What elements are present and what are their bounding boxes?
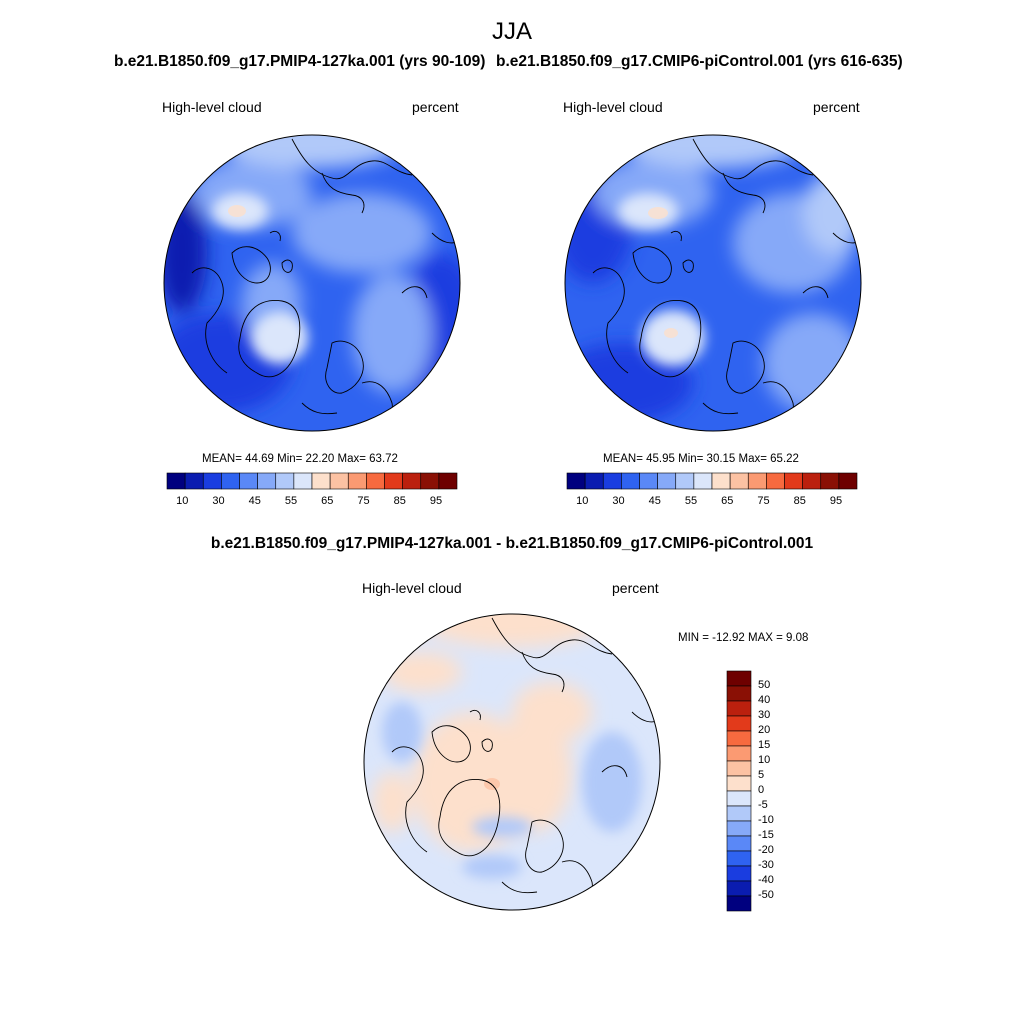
left-colorbar-swatch — [257, 472, 277, 490]
right-colorbar-swatch — [675, 472, 695, 490]
diff-colorbar-tick: 10 — [758, 754, 771, 766]
panels-left-colorbar_ticks-tick: 75 — [357, 495, 370, 507]
left-stats: MEAN= 44.69 Min= 22.20 Max= 63.72 — [202, 453, 398, 465]
diff-colorbar-swatch — [726, 760, 752, 777]
panels-left-colorbar_ticks-tick: 45 — [248, 495, 261, 507]
left-polar-map — [163, 134, 461, 432]
left-colorbar-swatch — [420, 472, 440, 490]
diff-colorbar-tick: 5 — [758, 769, 765, 781]
diff-colorbar-swatch — [726, 685, 752, 702]
diff-colorbar-swatch — [726, 835, 752, 852]
right-colorbar-swatch — [747, 472, 767, 490]
right-colorbar-swatch — [602, 472, 622, 490]
right-colorbar-swatch — [657, 472, 677, 490]
left-units-label: percent — [412, 99, 459, 115]
panels-right-colorbar_ticks-tick: 10 — [576, 495, 589, 507]
right-units-label: percent — [813, 99, 860, 115]
right-colorbar-swatch — [820, 472, 840, 490]
right-colorbar-swatch — [784, 472, 803, 490]
diff-colorbar-swatch — [726, 820, 752, 837]
right-colorbar-swatch — [693, 472, 713, 490]
diff-colorbar-tick: 15 — [758, 739, 771, 751]
right-field-label: High-level cloud — [563, 99, 663, 115]
right-panel-title: b.e21.B1850.f09_g17.CMIP6-piControl.001 … — [496, 53, 903, 70]
left-colorbar — [166, 472, 458, 490]
diff-colorbar-tick: -5 — [758, 799, 768, 811]
right-colorbar — [566, 472, 858, 490]
diff-colorbar-swatch — [726, 850, 752, 867]
diff-colorbar-tick: 40 — [758, 694, 771, 706]
panels-right-colorbar_ticks-tick: 30 — [612, 495, 625, 507]
left-colorbar-swatch — [366, 472, 385, 490]
diff-colorbar-tick: 30 — [758, 709, 771, 721]
diff-colorbar — [726, 670, 752, 912]
diff-colorbar-swatch — [726, 715, 752, 732]
right-colorbar-swatch — [711, 472, 731, 490]
left-colorbar-swatch — [184, 472, 204, 490]
left-colorbar-swatch — [293, 472, 313, 490]
right-colorbar-swatch — [838, 472, 858, 490]
diff-colorbar-tick: -30 — [758, 859, 774, 871]
left-colorbar-swatch — [438, 472, 458, 490]
left-colorbar-swatch — [402, 472, 422, 490]
panels-right-colorbar_ticks-tick: 65 — [721, 495, 734, 507]
panels-right-colorbar_ticks-tick: 45 — [648, 495, 661, 507]
left-colorbar-swatch — [166, 472, 186, 490]
left-colorbar-swatch — [239, 472, 258, 490]
left-colorbar-swatch — [329, 472, 349, 490]
diff-colorbar-swatch — [726, 670, 752, 687]
panels-right-colorbar_ticks-tick: 95 — [829, 495, 843, 507]
diff-colorbar-swatch — [726, 895, 752, 912]
diff-colorbar-swatch — [726, 730, 752, 747]
left-colorbar-swatch — [311, 472, 331, 490]
right-colorbar-swatch — [621, 472, 640, 490]
panels-left-colorbar_ticks-tick: 10 — [176, 495, 189, 507]
panels-right-colorbar_ticks-tick: 55 — [684, 495, 698, 507]
right-colorbar-swatch — [639, 472, 658, 490]
left-colorbar-swatch — [384, 472, 403, 490]
panels-left-colorbar_ticks-tick: 95 — [429, 495, 443, 507]
left-colorbar-swatch — [221, 472, 240, 490]
left-colorbar-swatch — [347, 472, 367, 490]
right-colorbar-swatch — [766, 472, 785, 490]
diff-units-label: percent — [612, 580, 659, 596]
diff-colorbar-tick: 20 — [758, 724, 771, 736]
panels-left-colorbar_ticks-tick: 30 — [212, 495, 225, 507]
diff-colorbar-swatch — [726, 880, 752, 897]
diff-polar-map — [363, 613, 661, 911]
left-colorbar-swatch — [202, 472, 222, 490]
diff-colorbar-swatch — [726, 775, 752, 792]
diff-colorbar-swatch — [726, 805, 752, 822]
diff-stats: MIN = -12.92 MAX = 9.08 — [678, 632, 809, 644]
right-colorbar-swatch — [584, 472, 604, 490]
diff-colorbar-tick: -20 — [758, 844, 774, 856]
diff-field-label: High-level cloud — [362, 580, 462, 596]
right-stats: MEAN= 45.95 Min= 30.15 Max= 65.22 — [603, 453, 799, 465]
panels-left-colorbar_ticks-tick: 55 — [284, 495, 298, 507]
right-polar-map — [564, 134, 862, 432]
left-panel-title: b.e21.B1850.f09_g17.PMIP4-127ka.001 (yrs… — [114, 53, 486, 70]
diff-colorbar-tick: 50 — [758, 679, 771, 691]
diff-colorbar-tick: -15 — [758, 829, 774, 841]
right-colorbar-swatch — [729, 472, 749, 490]
diff-colorbar-tick: -50 — [758, 889, 774, 901]
panels-right-colorbar_ticks-tick: 75 — [757, 495, 770, 507]
panels-left-colorbar_ticks-tick: 85 — [393, 495, 406, 507]
left-colorbar-swatch — [275, 472, 295, 490]
diff-colorbar-swatch — [726, 745, 752, 762]
diff-colorbar-swatch — [726, 700, 752, 717]
left-field-label: High-level cloud — [162, 99, 262, 115]
figure-title: JJA — [491, 18, 532, 45]
diff-colorbar-tick: 0 — [758, 784, 765, 796]
panels-left-colorbar_ticks-tick: 65 — [321, 495, 334, 507]
diff-colorbar-swatch — [726, 865, 752, 882]
diff-panel-title: b.e21.B1850.f09_g17.PMIP4-127ka.001 - b.… — [210, 535, 814, 552]
diff-colorbar-tick: -40 — [758, 874, 774, 886]
right-colorbar-swatch — [566, 472, 586, 490]
diff-colorbar-tick: -10 — [758, 814, 774, 826]
right-colorbar-swatch — [802, 472, 822, 490]
diff-colorbar-swatch — [726, 790, 752, 807]
panels-right-colorbar_ticks-tick: 85 — [793, 495, 806, 507]
